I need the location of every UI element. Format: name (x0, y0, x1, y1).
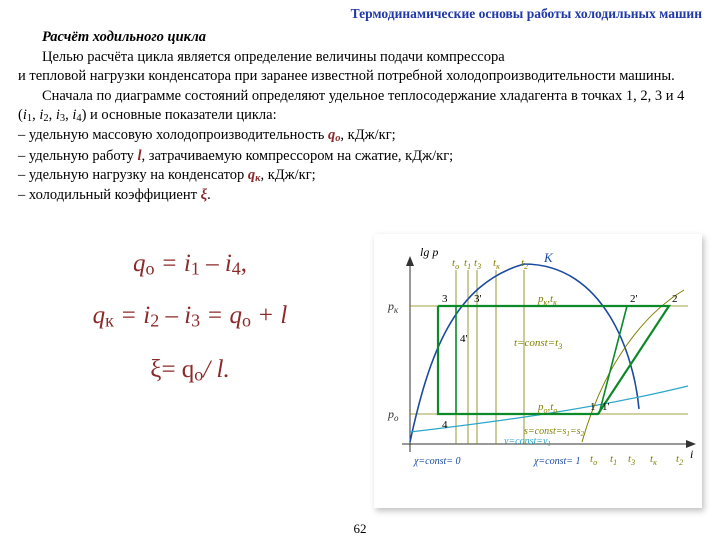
inner-pk: pк,tк (537, 293, 557, 307)
bot-t3: t3 (628, 453, 635, 467)
pt2p: 2' (630, 293, 638, 305)
y-label: lg p (420, 245, 438, 259)
b1-post: , кДж/кг; (340, 127, 395, 143)
section-heading: Расчёт ходильного цикла (18, 28, 702, 48)
K-label: К (543, 250, 554, 265)
tconst-label: t=const=t3 (514, 337, 562, 351)
pt1p: 1' (602, 401, 610, 413)
b3-pre: – удельную нагрузку на конденсатор (18, 167, 248, 183)
pt3: 3 (442, 293, 448, 305)
page-number: 62 (0, 521, 720, 537)
b3-post: , кДж/кг; (260, 167, 315, 183)
bullet1: – удельную массовую холодопроизводительн… (18, 126, 702, 146)
x-label: i (690, 447, 693, 461)
header-title: Термодинамические основы работы холодиль… (351, 6, 702, 21)
pt4p: 4' (460, 333, 468, 345)
formulas-block: qо = i1 – i4, qк = i2 – i3 = qо + l ξ= q… (60, 248, 320, 386)
page-header: Термодинамические основы работы холодиль… (351, 6, 702, 22)
top-tk: tк (493, 257, 500, 271)
thermo-diagram: lg p i pк pо tо t1 t3 tк t2 К 1 1' 2 2' … (374, 234, 702, 508)
bullet4: – холодильный коэффициент ξ. (18, 186, 702, 206)
saturation-curve (410, 264, 639, 442)
pt1: 1 (590, 401, 596, 413)
para1-rest: и тепловой нагрузки конденсатора при зар… (18, 67, 702, 87)
top-t2: t2 (521, 257, 528, 271)
top-to: tо (452, 257, 459, 271)
bot-t1: t1 (610, 453, 617, 467)
b4-post: . (207, 187, 211, 203)
pk-label: pк (387, 299, 399, 315)
b2-post: , затрачиваемую компрессором на сжатие, … (142, 148, 454, 164)
c2: , (49, 107, 56, 123)
bullet2: – удельную работу l, затрачиваемую компр… (18, 147, 702, 167)
top-t3: t3 (474, 257, 481, 271)
y-arrow-icon (406, 256, 414, 266)
diagram-svg: lg p i pк pо tо t1 t3 tк t2 К 1 1' 2 2' … (374, 234, 702, 508)
para2-end: ) и основные показатели цикла: (82, 107, 277, 123)
bot-t2: t2 (676, 453, 683, 467)
x1-label: χ=const= 1 (533, 456, 581, 467)
bullet3: – удельную нагрузку на конденсатор qк, к… (18, 166, 702, 186)
formula3: ξ= qо/ l. (60, 354, 320, 386)
pt4: 4 (442, 419, 448, 431)
formula1: qо = i1 – i4, (60, 248, 320, 280)
b1-pre: – удельную массовую холодопроизводительн… (18, 127, 328, 143)
bot-tk: tк (650, 453, 657, 467)
body-text: Расчёт ходильного цикла Целью расчёта ци… (18, 28, 702, 206)
para2: Сначала по диаграмме состояний определяю… (18, 87, 702, 127)
top-t1: t1 (464, 257, 471, 271)
bot-to: tо (590, 453, 597, 467)
para1-line1: Целью расчёта цикла является определение… (18, 48, 702, 68)
pt3p: 3' (474, 293, 482, 305)
pt2: 2 (672, 293, 678, 305)
b4-pre: – холодильный коэффициент (18, 187, 201, 203)
b2-pre: – удельную работу (18, 148, 137, 164)
formula2: qк = i2 – i3 = qо + l (60, 300, 320, 332)
sconst-curve (582, 290, 684, 442)
vconst-label: v=const=v1 (504, 436, 551, 448)
x0-label: χ=const= 0 (413, 456, 461, 467)
po-label: pо (387, 407, 399, 423)
inner-po: pо,tо (537, 401, 557, 415)
